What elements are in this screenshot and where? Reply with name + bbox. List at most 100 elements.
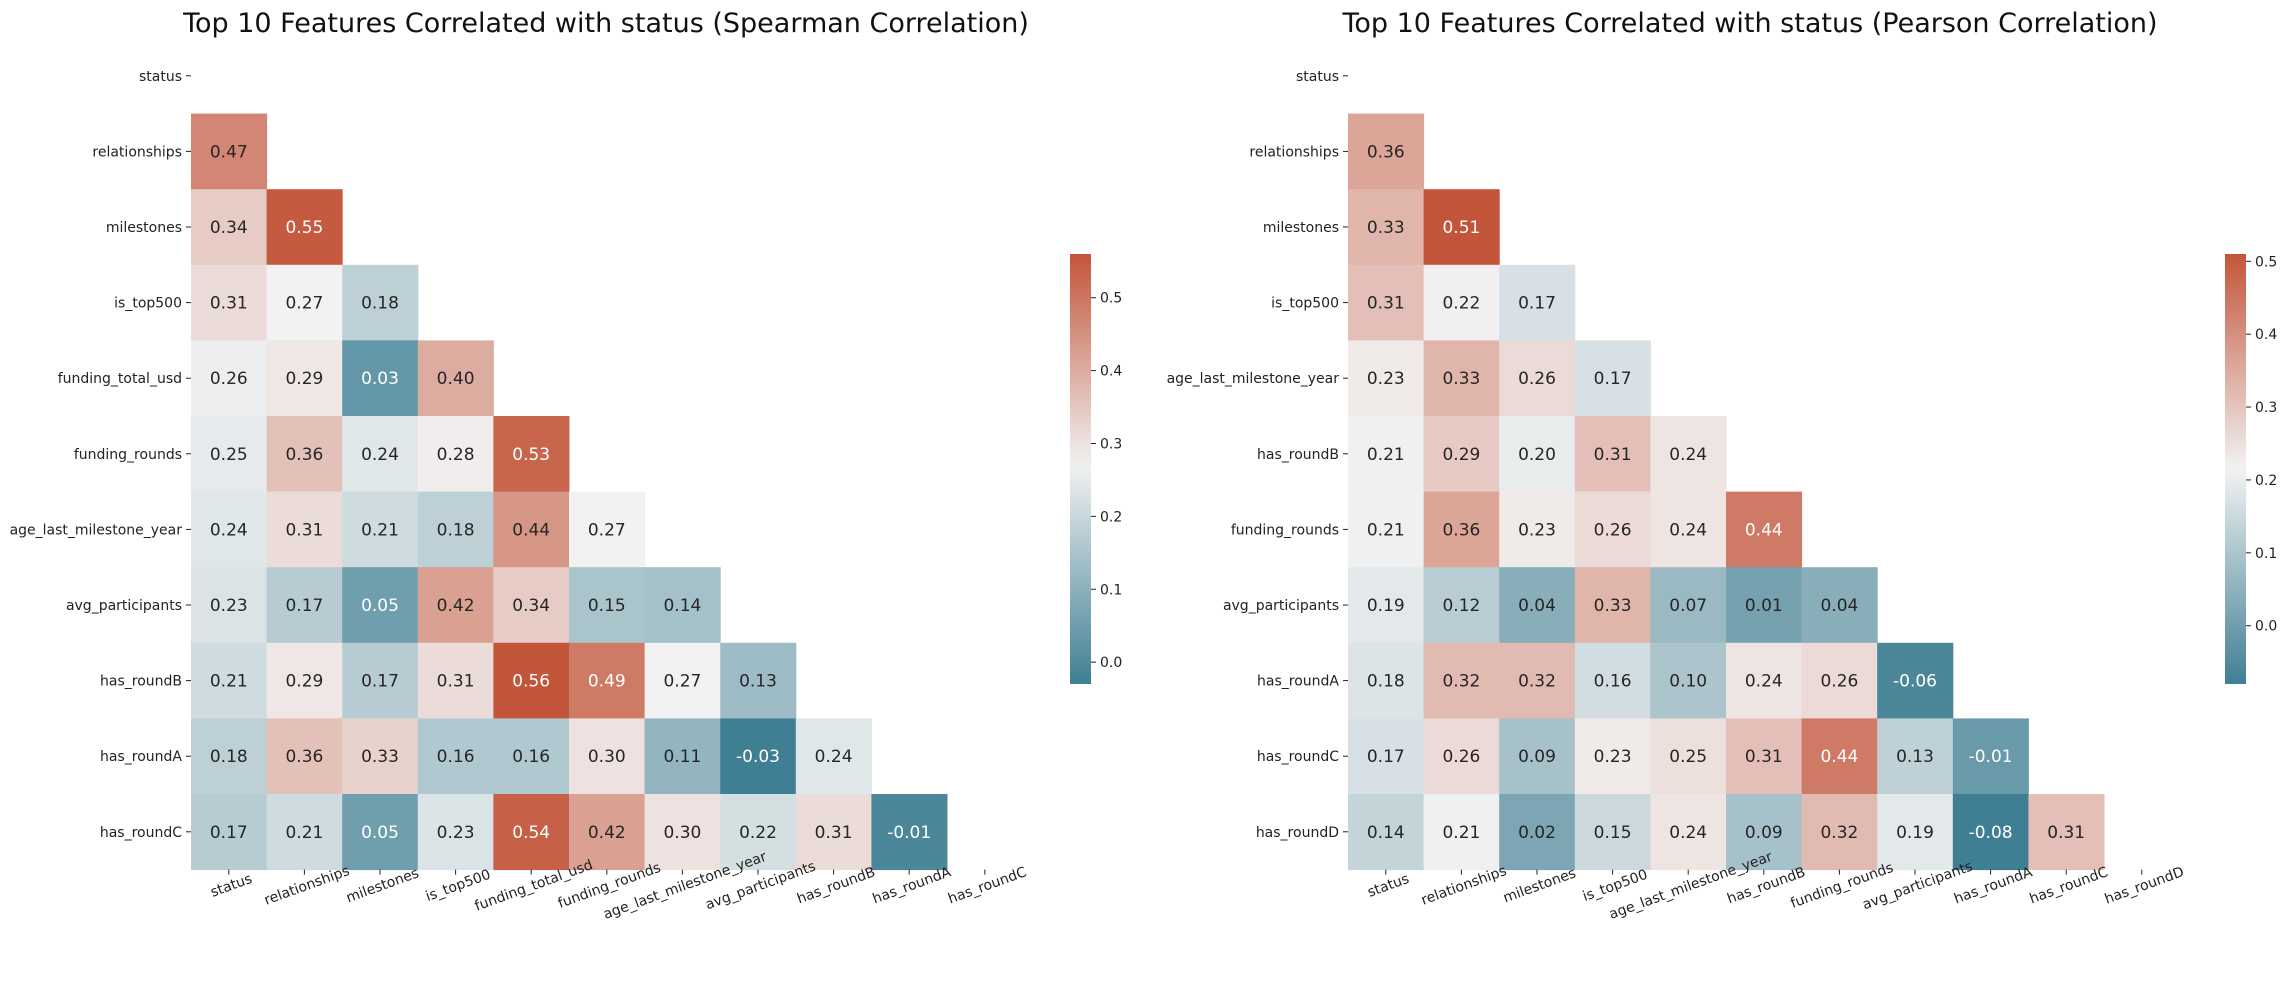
heatmap-cell	[266, 567, 343, 644]
y-tick-label: status	[139, 69, 182, 85]
cell-value-label: 0.24	[361, 445, 399, 465]
heatmap-cell	[1650, 794, 1727, 871]
y-tick-label: milestones	[106, 220, 182, 236]
cell-value-label: 0.11	[663, 747, 701, 767]
heatmap-cell	[720, 794, 797, 871]
heatmap-cell	[342, 642, 419, 719]
cell-value-label: 0.14	[663, 596, 701, 616]
y-tick-label: age_last_milestone_year	[1167, 371, 1340, 387]
cell-value-label: 0.30	[663, 823, 701, 843]
colorbar-tick-label: 0.0	[2255, 619, 2277, 635]
heatmap-cell	[1650, 718, 1727, 795]
heatmap-cell	[1650, 642, 1727, 719]
cell-value-label: 0.13	[739, 672, 777, 692]
heatmap-cell	[266, 718, 343, 795]
heatmap-cell	[795, 718, 872, 795]
cell-value-label: 0.33	[361, 747, 399, 767]
colorbar-tick-label: 0.1	[2255, 546, 2277, 562]
cell-value-label: 0.33	[1442, 369, 1480, 389]
heatmap-cell	[644, 567, 721, 644]
cell-value-label: 0.54	[512, 823, 550, 843]
heatmap-cell	[1877, 794, 1954, 871]
heatmap-panel-1: Top 10 Features Correlated with status (…	[10, 8, 1123, 923]
heatmap-cell	[644, 642, 721, 719]
heatmap-cell	[493, 794, 570, 871]
cell-value-label: 0.21	[1367, 445, 1405, 465]
heatmap-cell	[1348, 794, 1425, 871]
cell-value-label: 0.24	[210, 520, 248, 540]
heatmap-cell	[1348, 642, 1425, 719]
heatmap-cell	[1877, 642, 1954, 719]
cell-value-label: 0.32	[1442, 672, 1480, 692]
cell-value-label: 0.31	[2047, 823, 2085, 843]
heatmap-cell	[417, 794, 494, 871]
heatmap-cell	[417, 718, 494, 795]
heatmap-cell	[1574, 718, 1651, 795]
cell-value-label: 0.21	[1442, 823, 1480, 843]
heatmap-cell	[417, 642, 494, 719]
cell-value-label: 0.29	[1442, 445, 1480, 465]
cell-value-label: 0.26	[1442, 747, 1480, 767]
cell-value-label: 0.19	[1896, 823, 1934, 843]
heatmap-cell	[191, 264, 268, 341]
cell-value-label: 0.33	[1594, 596, 1632, 616]
cell-value-label: 0.25	[210, 445, 248, 465]
heatmap-cell	[1952, 794, 2029, 871]
x-tick-label: milestones	[1501, 865, 1578, 906]
heatmap-cell	[417, 491, 494, 568]
cell-value-label: 0.24	[1745, 672, 1783, 692]
heatmap-cell	[720, 718, 797, 795]
y-tick-label: relationships	[92, 144, 182, 160]
cell-value-label: 0.25	[1669, 747, 1707, 767]
heatmap-cell	[1423, 189, 1500, 266]
heatmap-cell	[266, 416, 343, 493]
y-tick-label: status	[1296, 69, 1339, 85]
cell-value-label: 0.01	[1745, 596, 1783, 616]
heatmap-panel-2: Top 10 Features Correlated with status (…	[1167, 8, 2278, 923]
cell-value-label: 0.22	[739, 823, 777, 843]
cell-value-label: 0.23	[1367, 369, 1405, 389]
x-tick-label: has_roundC	[2027, 864, 2110, 907]
heatmap-cell	[1726, 718, 1803, 795]
heatmap-cell	[191, 642, 268, 719]
cell-value-label: 0.34	[210, 218, 248, 238]
cell-value-label: 0.42	[588, 823, 626, 843]
colorbar-tick-label: 0.0	[1100, 655, 1122, 671]
heatmap-cell	[342, 491, 419, 568]
heatmap-cell	[266, 491, 343, 568]
heatmap-cell	[1952, 718, 2029, 795]
cell-value-label: 0.22	[1442, 294, 1480, 314]
heatmap-cell	[720, 642, 797, 719]
cell-value-label: 0.21	[1367, 520, 1405, 540]
heatmap-cell	[795, 794, 872, 871]
heatmap-cell	[191, 491, 268, 568]
cell-value-label: 0.34	[512, 596, 550, 616]
x-tick-label: milestones	[344, 865, 421, 906]
cell-value-label: 0.16	[437, 747, 475, 767]
cell-value-label: 0.04	[1518, 596, 1556, 616]
cell-value-label: 0.26	[1820, 672, 1858, 692]
cell-value-label: 0.31	[1745, 747, 1783, 767]
cell-value-label: 0.32	[1820, 823, 1858, 843]
cell-value-label: 0.36	[1367, 142, 1405, 162]
cell-value-label: 0.17	[1594, 369, 1632, 389]
cell-value-label: 0.27	[285, 294, 323, 314]
cell-value-label: 0.27	[588, 520, 626, 540]
cell-value-label: 0.17	[1367, 747, 1405, 767]
heatmap-cell	[1650, 567, 1727, 644]
heatmap-cell	[1348, 340, 1425, 417]
cell-value-label: 0.15	[588, 596, 626, 616]
heatmap-cell	[266, 340, 343, 417]
heatmap-cell	[1499, 340, 1576, 417]
heatmap-cell	[1423, 567, 1500, 644]
cell-value-label: 0.17	[285, 596, 323, 616]
heatmap-cell	[1726, 491, 1803, 568]
y-tick-label: has_roundB	[100, 674, 182, 690]
heatmap-cell	[1423, 642, 1500, 719]
heatmap-cell	[191, 113, 268, 190]
heatmap-cell	[191, 416, 268, 493]
heatmap-cell	[342, 794, 419, 871]
heatmap-cell	[417, 416, 494, 493]
colorbar-tick-label: 0.5	[2255, 254, 2277, 270]
cell-value-label: 0.12	[1442, 596, 1480, 616]
